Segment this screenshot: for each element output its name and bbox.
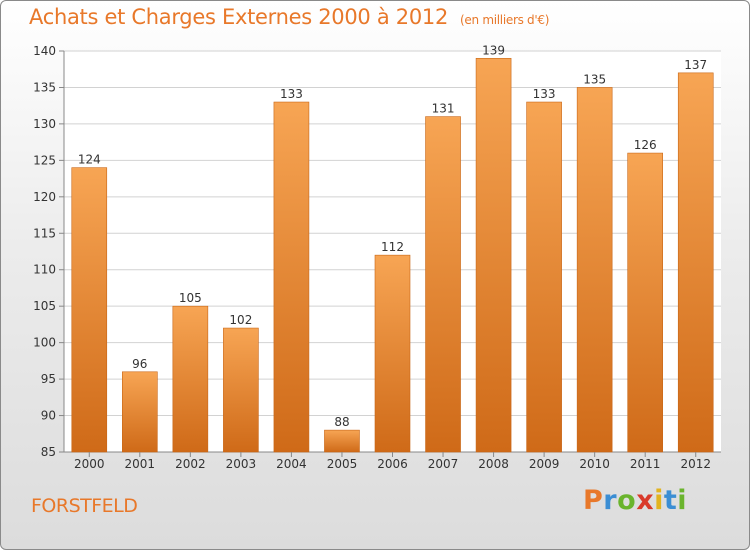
- x-tick-label: 2003: [226, 457, 257, 471]
- bar: [172, 305, 209, 453]
- value-label: 126: [634, 138, 657, 152]
- bar: [223, 327, 259, 453]
- bar: [526, 101, 562, 453]
- y-tick-label: 115: [33, 226, 56, 240]
- x-tick-label: 2002: [175, 457, 206, 471]
- brand-letter: x: [636, 485, 655, 516]
- y-tick-label: 105: [33, 299, 56, 313]
- value-label: 133: [533, 87, 556, 101]
- brand-logo: Proxiti: [583, 485, 687, 516]
- brand-letter: r: [603, 485, 618, 516]
- value-label: 96: [132, 357, 147, 371]
- x-tick-label: 2009: [529, 457, 560, 471]
- bar: [627, 152, 663, 453]
- bar: [374, 254, 411, 453]
- y-tick-label: 90: [41, 409, 56, 423]
- brand-letter: i: [654, 485, 664, 516]
- x-tick-label: 2012: [680, 457, 711, 471]
- value-label: 135: [583, 72, 606, 86]
- bar: [324, 429, 360, 453]
- x-tick-label: 2008: [478, 457, 509, 471]
- y-tick-label: 110: [33, 263, 56, 277]
- chart-unit: (en milliers d'€): [460, 13, 550, 27]
- y-tick-label: 100: [33, 336, 56, 350]
- x-tick-label: 2006: [377, 457, 408, 471]
- value-label: 139: [482, 43, 505, 57]
- y-tick-label: 135: [33, 80, 56, 94]
- y-tick-label: 85: [41, 445, 56, 459]
- y-tick-label: 95: [41, 372, 56, 386]
- value-label: 133: [280, 87, 303, 101]
- x-tick-label: 2007: [428, 457, 459, 471]
- x-tick-label: 2000: [74, 457, 105, 471]
- y-tick-label: 125: [33, 153, 56, 167]
- x-tick-label: 2010: [579, 457, 610, 471]
- brand-letter: i: [677, 485, 688, 516]
- bar: [475, 57, 512, 453]
- x-tick-label: 2004: [276, 457, 307, 471]
- value-label: 137: [684, 58, 707, 72]
- chart-title: Achats et Charges Externes 2000 à 2012 (e…: [29, 5, 549, 29]
- bar: [122, 371, 158, 453]
- y-tick-label: 130: [33, 117, 56, 131]
- chart-title-text: Achats et Charges Externes 2000 à 2012: [29, 5, 449, 29]
- x-tick-label: 2001: [125, 457, 156, 471]
- brand-letter: o: [617, 485, 637, 516]
- x-tick-label: 2005: [327, 457, 358, 471]
- value-label: 105: [179, 291, 202, 305]
- bar: [71, 167, 108, 453]
- value-label: 88: [334, 415, 349, 429]
- brand-letter: P: [583, 485, 604, 516]
- location-name: FORSTFELD: [31, 495, 138, 517]
- bar: [273, 101, 310, 453]
- value-label: 131: [432, 102, 455, 116]
- bar: [425, 116, 461, 453]
- y-tick-label: 140: [33, 44, 56, 58]
- bar: [677, 72, 714, 453]
- value-label: 112: [381, 240, 404, 254]
- x-tick-label: 2011: [630, 457, 661, 471]
- value-label: 102: [229, 313, 252, 327]
- value-label: 124: [78, 153, 101, 167]
- bar: [576, 87, 613, 453]
- brand-letter: t: [663, 485, 678, 516]
- y-tick-label: 120: [33, 190, 56, 204]
